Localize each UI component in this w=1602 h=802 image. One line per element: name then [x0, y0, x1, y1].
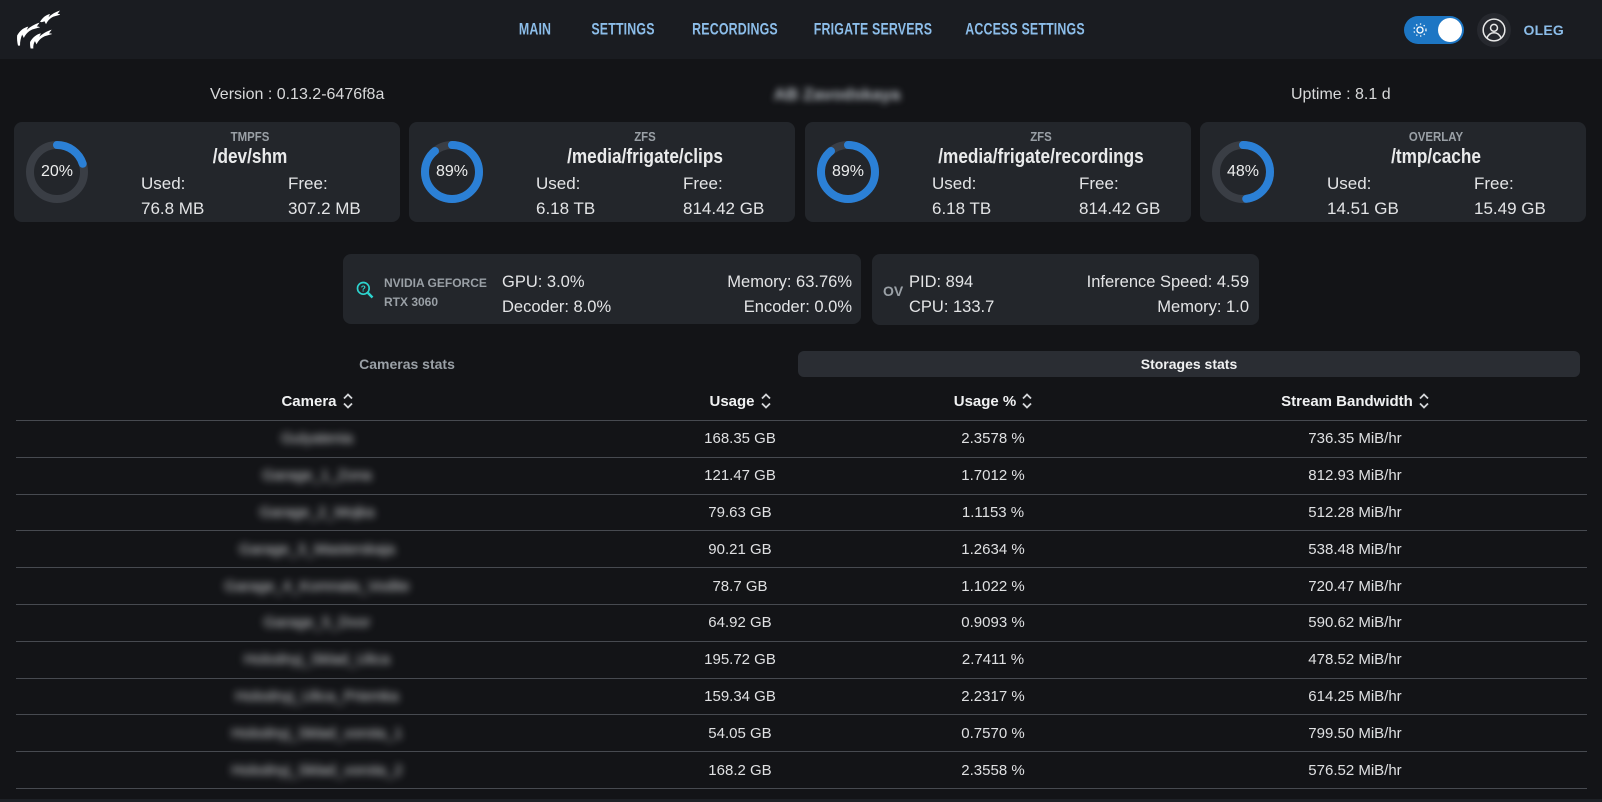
svg-text:?: ? [361, 284, 366, 294]
